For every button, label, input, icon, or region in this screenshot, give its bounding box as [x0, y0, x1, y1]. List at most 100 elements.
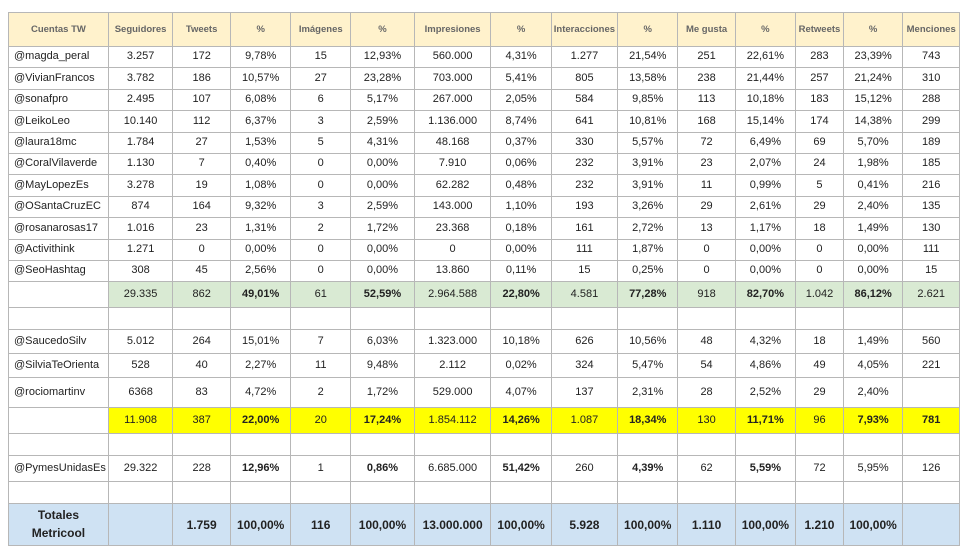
empty-cell [350, 433, 415, 457]
column-header: % [617, 12, 679, 47]
subtotal-cell: 2.621 [902, 281, 960, 309]
empty-cell [172, 307, 231, 331]
metric-cell: 0,37% [490, 131, 552, 154]
totals-cell [107, 503, 174, 546]
subtotal-cell: 61 [290, 281, 352, 309]
metric-cell: 0 [677, 259, 736, 283]
metric-cell: 0,00% [229, 238, 292, 261]
metric-cell: 5,95% [842, 455, 904, 483]
metric-cell: 189 [902, 131, 960, 154]
metric-cell: 10,18% [734, 88, 797, 112]
empty-cell [172, 433, 231, 457]
metric-cell: 143.000 [413, 195, 492, 219]
metric-cell: 15,12% [842, 88, 904, 112]
table-body: Cuentas TW Seguidores Tweets% Imágenes% Impr… [8, 12, 960, 546]
subtotal-cell: 11.908 [107, 407, 174, 435]
metric-cell: 12,96% [229, 455, 292, 483]
metric-cell: 2,72% [617, 217, 679, 240]
metric-cell: 288 [902, 88, 960, 112]
metric-cell: 10,81% [617, 110, 679, 133]
metric-cell: 4,05% [842, 353, 904, 379]
totals-label: Totales Metricool [8, 503, 109, 546]
subtotal-row: 29.335 862 49,01% 61 52,59% 2.964.588 22,80% 4.… [8, 281, 960, 309]
metric-cell: 111 [550, 238, 619, 261]
metric-cell: 22,61% [734, 45, 797, 69]
spacer-row [8, 433, 960, 457]
account-name: @VivianFrancos [8, 67, 109, 90]
metric-cell: 238 [677, 67, 736, 90]
metric-cell: 51,42% [490, 455, 552, 483]
metric-cell: 4,86% [734, 353, 797, 379]
account-name: @rociomartinv [8, 377, 109, 409]
subtotal-cell: 86,12% [842, 281, 904, 309]
metric-cell: 112 [172, 110, 231, 133]
totals-cell: 100,00% [617, 503, 679, 546]
empty-cell [795, 433, 844, 457]
metric-cell: 529.000 [413, 377, 492, 409]
account-name: @SaucedoSilv [8, 329, 109, 355]
metric-cell: 3.257 [107, 45, 174, 69]
metric-cell: 6.685.000 [413, 455, 492, 483]
column-header: % [842, 12, 904, 47]
metric-cell: 1.130 [107, 152, 174, 176]
metric-cell: 2,27% [229, 353, 292, 379]
totals-cell: 5.928 [550, 503, 619, 546]
metric-cell: 9,78% [229, 45, 292, 69]
metric-cell: 62 [677, 455, 736, 483]
subtotal-cell: 1.087 [550, 407, 619, 435]
metric-cell: 310 [902, 67, 960, 90]
empty-cell [413, 481, 492, 505]
metric-cell: 15 [902, 259, 960, 283]
metric-cell: 5 [795, 174, 844, 197]
subtotal-row: 11.908 387 22,00% 20 17,24% 1.854.112 14,26% 1.… [8, 407, 960, 435]
empty-cell [8, 481, 109, 505]
metric-cell: 528 [107, 353, 174, 379]
metric-cell: 27 [290, 67, 352, 90]
metric-cell: 3.278 [107, 174, 174, 197]
metric-cell: 5,70% [842, 131, 904, 154]
metric-cell: 4,32% [734, 329, 797, 355]
metric-cell: 10.140 [107, 110, 174, 133]
metric-cell: 0,02% [490, 353, 552, 379]
metric-cell: 18 [795, 329, 844, 355]
metric-cell: 1,17% [734, 217, 797, 240]
totals-cell: 100,00% [229, 503, 292, 546]
subtotal-cell: 1.042 [795, 281, 844, 309]
metric-cell: 0 [290, 174, 352, 197]
metric-cell: 641 [550, 110, 619, 133]
spacer-row [8, 481, 960, 505]
metric-cell: 161 [550, 217, 619, 240]
empty-cell [677, 433, 736, 457]
metric-cell: 0 [413, 238, 492, 261]
metric-cell: 72 [795, 455, 844, 483]
column-header: Impresiones [413, 12, 492, 47]
metric-cell: 299 [902, 110, 960, 133]
metric-cell: 0,11% [490, 259, 552, 283]
totals-cell: 1.210 [795, 503, 844, 546]
column-header: Menciones [902, 12, 960, 47]
header-row: Cuentas TW Seguidores Tweets% Imágenes% Impr… [8, 12, 960, 47]
metric-cell: 15,14% [734, 110, 797, 133]
column-header: Seguidores [107, 12, 174, 47]
metric-cell: 11 [677, 174, 736, 197]
metric-cell: 5 [290, 131, 352, 154]
column-header: Retweets [795, 12, 844, 47]
metric-cell: 9,48% [350, 353, 415, 379]
account-name: @rosanarosas17 [8, 217, 109, 240]
column-header: Me gusta [677, 12, 736, 47]
table-row: @MayLopezEs 3.278 19 1,08% 0 0,00% 62.282 0,48%… [8, 174, 960, 197]
table-row: @CoralVilaverde 1.130 7 0,40% 0 0,00% 7.910 0,0… [8, 152, 960, 176]
subtotal-cell: 387 [172, 407, 231, 435]
metric-cell: 6,08% [229, 88, 292, 112]
empty-cell [350, 481, 415, 505]
metric-cell: 185 [902, 152, 960, 176]
metric-cell: 2,07% [734, 152, 797, 176]
metric-cell: 13.860 [413, 259, 492, 283]
empty-cell [107, 307, 174, 331]
metric-cell: 6,37% [229, 110, 292, 133]
twitter-stats-table: Cuentas TW Seguidores Tweets% Imágenes% Impr… [8, 12, 960, 546]
metric-cell: 23 [677, 152, 736, 176]
empty-cell [229, 307, 292, 331]
table-row: @rosanarosas17 1.016 23 1,31% 2 1,72% 23.368 0,… [8, 217, 960, 240]
metric-cell: 23 [172, 217, 231, 240]
